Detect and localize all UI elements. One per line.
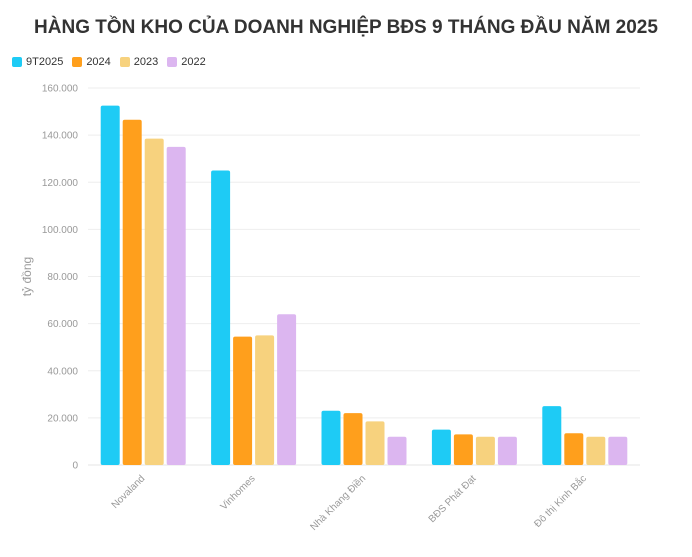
y-tick-label: 80.000 bbox=[47, 272, 78, 283]
bar[interactable] bbox=[144, 138, 164, 466]
bar[interactable] bbox=[166, 146, 186, 465]
bar[interactable] bbox=[387, 436, 407, 465]
legend-label: 2022 bbox=[181, 56, 206, 68]
bar[interactable] bbox=[453, 434, 473, 465]
bar[interactable] bbox=[365, 421, 385, 465]
y-tick-label: 60.000 bbox=[47, 319, 78, 330]
bar[interactable] bbox=[431, 429, 451, 465]
bar[interactable] bbox=[233, 336, 253, 465]
x-tick-label: Nhà Khang Điền bbox=[308, 473, 368, 533]
bar[interactable] bbox=[277, 314, 297, 465]
bar[interactable] bbox=[122, 119, 142, 465]
x-tick-label: Novaland bbox=[110, 473, 148, 511]
legend-swatch bbox=[167, 57, 178, 67]
legend-item[interactable]: 2023 bbox=[119, 56, 159, 68]
bar[interactable] bbox=[475, 436, 495, 465]
bar[interactable] bbox=[100, 105, 120, 465]
bar[interactable] bbox=[343, 413, 363, 465]
y-tick-label: 20.000 bbox=[47, 413, 78, 424]
bar[interactable] bbox=[255, 335, 275, 465]
chart-legend: 9T2025 2024 2023 2022 bbox=[12, 53, 215, 71]
y-tick-label: 140.000 bbox=[42, 131, 79, 142]
legend-item[interactable]: 2024 bbox=[72, 56, 111, 68]
y-tick-label: 100.000 bbox=[42, 225, 79, 236]
x-tick-label: Đô thị Kinh Bắc bbox=[531, 472, 589, 530]
x-tick-label: Vinhomes bbox=[219, 473, 258, 512]
legend-label: 2024 bbox=[86, 56, 111, 68]
bar[interactable] bbox=[497, 436, 517, 465]
chart-title: HÀNG TỒN KHO CỦA DOANH NGHIỆP BĐS 9 THÁN… bbox=[34, 17, 658, 38]
bar[interactable] bbox=[211, 170, 231, 465]
y-tick-label: 0 bbox=[72, 461, 78, 472]
legend-item[interactable]: 9T2025 bbox=[12, 56, 63, 68]
bar[interactable] bbox=[564, 433, 584, 465]
legend-swatch bbox=[12, 57, 22, 67]
y-tick-label: 120.000 bbox=[42, 178, 79, 189]
bar[interactable] bbox=[586, 436, 606, 465]
bar[interactable] bbox=[542, 406, 562, 465]
legend-swatch bbox=[72, 57, 83, 67]
y-tick-label: 160.000 bbox=[42, 84, 79, 95]
x-tick-label: BĐS Phát Đạt bbox=[427, 473, 479, 525]
legend-swatch bbox=[119, 57, 130, 67]
legend-label: 9T2025 bbox=[26, 56, 64, 68]
bar[interactable] bbox=[608, 436, 628, 465]
legend-label: 2023 bbox=[133, 56, 159, 68]
y-axis-label: tỷ đồng bbox=[20, 257, 34, 296]
legend-item[interactable]: 2022 bbox=[167, 56, 206, 68]
bar[interactable] bbox=[321, 410, 341, 465]
y-tick-label: 40.000 bbox=[47, 366, 78, 377]
